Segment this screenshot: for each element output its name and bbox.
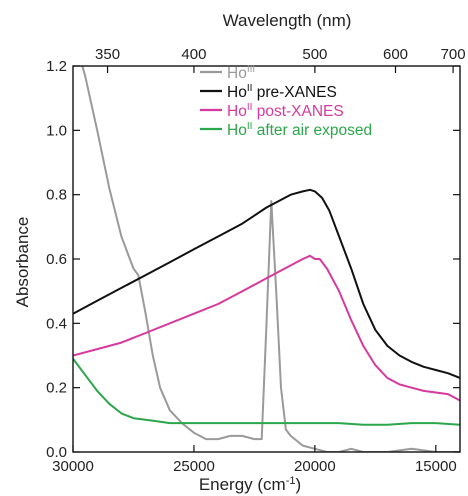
series-layer	[73, 66, 460, 452]
x-tick-label: 20000	[294, 458, 336, 475]
legend-label-3: HoII post-XANES	[227, 102, 344, 120]
y-tick-label: 1.2	[46, 58, 67, 75]
y-tick-label: 0.2	[46, 380, 67, 397]
series-line-2	[73, 188, 460, 379]
series-line-3	[73, 254, 460, 402]
x-axis-title-close: )	[296, 475, 302, 494]
top-tick-label: 600	[383, 46, 408, 63]
y-tick-label: 0.6	[46, 251, 67, 268]
legend-label-4: HoII after air exposed	[227, 121, 372, 139]
series-line-1	[81, 66, 460, 452]
top-tick-label: 700	[441, 46, 466, 63]
legend-label-1: HoIII	[227, 64, 255, 82]
y-tick-label: 1.0	[46, 122, 67, 139]
x-tick-label: 25000	[173, 458, 215, 475]
y-axis-title: Absorbance	[13, 217, 32, 308]
series-line-4	[73, 358, 460, 426]
top-tick-label: 400	[181, 46, 206, 63]
y-tick-label: 0.8	[46, 187, 67, 204]
ticks-layer: 30000 25000 20000 15000 0.0 0.2 0.4 0.6 0.8 1.0 1.…	[46, 46, 465, 475]
x-tick-label: 30000	[52, 458, 94, 475]
legend-label-2: HoII pre-XANES	[227, 83, 337, 101]
top-tick-label: 500	[302, 46, 327, 63]
top-tick-label: 350	[95, 46, 120, 63]
x-axis-title-sup: -1	[286, 475, 296, 487]
top-axis-title: Wavelength (nm)	[223, 11, 352, 30]
x-tick-label: 15000	[415, 458, 457, 475]
x-axis-title: Energy (cm-1)	[199, 475, 301, 494]
y-tick-label: 0.4	[46, 315, 67, 332]
y-tick-label: 0.0	[46, 444, 67, 461]
x-axis-title-main: Energy (cm	[199, 475, 286, 494]
